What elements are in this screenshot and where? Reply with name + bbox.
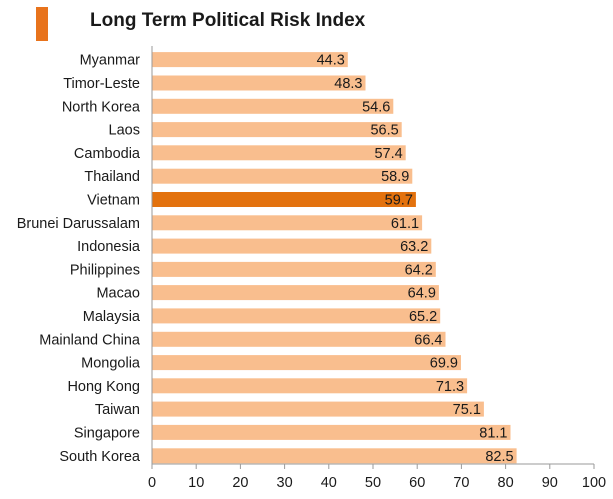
data-label: 59.7	[385, 193, 413, 209]
category-label: South Korea	[59, 449, 141, 465]
category-label: North Korea	[62, 99, 141, 115]
category-label: Singapore	[74, 425, 140, 441]
data-label: 64.9	[408, 286, 436, 302]
bar	[152, 378, 468, 394]
category-label: Philippines	[70, 262, 140, 278]
data-label: 64.2	[405, 262, 433, 278]
title-accent-bar	[36, 7, 48, 41]
x-tick-label: 50	[365, 475, 381, 491]
bar	[152, 215, 423, 231]
x-tick-label: 30	[277, 475, 293, 491]
data-label: 75.1	[453, 402, 481, 418]
bar	[152, 331, 446, 347]
bar	[152, 355, 461, 371]
bar	[152, 52, 348, 68]
x-tick-label: 100	[582, 475, 606, 491]
bar	[152, 424, 511, 440]
data-label: 63.2	[400, 239, 428, 255]
category-label: Mainland China	[39, 332, 141, 348]
data-label: 58.9	[381, 169, 409, 185]
category-label: Cambodia	[74, 146, 141, 162]
category-label: Brunei Darussalam	[17, 216, 140, 232]
data-label: 65.2	[409, 309, 437, 325]
x-tick-label: 80	[498, 475, 514, 491]
bar	[152, 401, 484, 417]
category-label: Macao	[96, 286, 140, 302]
data-label: 44.3	[317, 53, 345, 69]
category-label: Malaysia	[83, 309, 141, 325]
data-label: 69.9	[430, 356, 458, 372]
x-tick-label: 10	[188, 475, 204, 491]
data-label: 57.4	[374, 146, 402, 162]
data-label: 61.1	[391, 216, 419, 232]
category-label: Hong Kong	[67, 379, 140, 395]
data-label: 82.5	[485, 449, 513, 465]
category-label: Thailand	[84, 169, 140, 185]
x-tick-label: 90	[542, 475, 558, 491]
category-label: Myanmar	[80, 53, 141, 69]
data-label: 56.5	[370, 123, 398, 139]
bar	[152, 75, 366, 91]
bar	[152, 308, 441, 324]
category-label: Indonesia	[77, 239, 141, 255]
data-label: 66.4	[414, 332, 442, 348]
bar	[152, 168, 413, 184]
x-tick-label: 60	[409, 475, 425, 491]
x-tick-label: 0	[148, 475, 156, 491]
data-label: 48.3	[334, 76, 362, 92]
bar	[152, 285, 439, 301]
bar	[152, 98, 394, 114]
chart-title: Long Term Political Risk Index	[90, 10, 366, 31]
x-tick-label: 20	[232, 475, 248, 491]
bar	[152, 261, 436, 277]
bar	[152, 122, 402, 138]
bar	[152, 192, 416, 207]
x-tick-label: 70	[453, 475, 469, 491]
x-tick-label: 40	[321, 475, 337, 491]
bar	[152, 145, 406, 161]
data-label: 81.1	[479, 425, 507, 441]
category-label: Laos	[109, 123, 140, 139]
category-label: Mongolia	[81, 356, 141, 372]
category-label: Vietnam	[87, 193, 140, 209]
bar	[152, 238, 432, 254]
data-label: 71.3	[436, 379, 464, 395]
data-label: 54.6	[362, 99, 390, 115]
bar	[152, 448, 517, 464]
category-label: Taiwan	[95, 402, 140, 418]
category-label: Timor-Leste	[63, 76, 140, 92]
